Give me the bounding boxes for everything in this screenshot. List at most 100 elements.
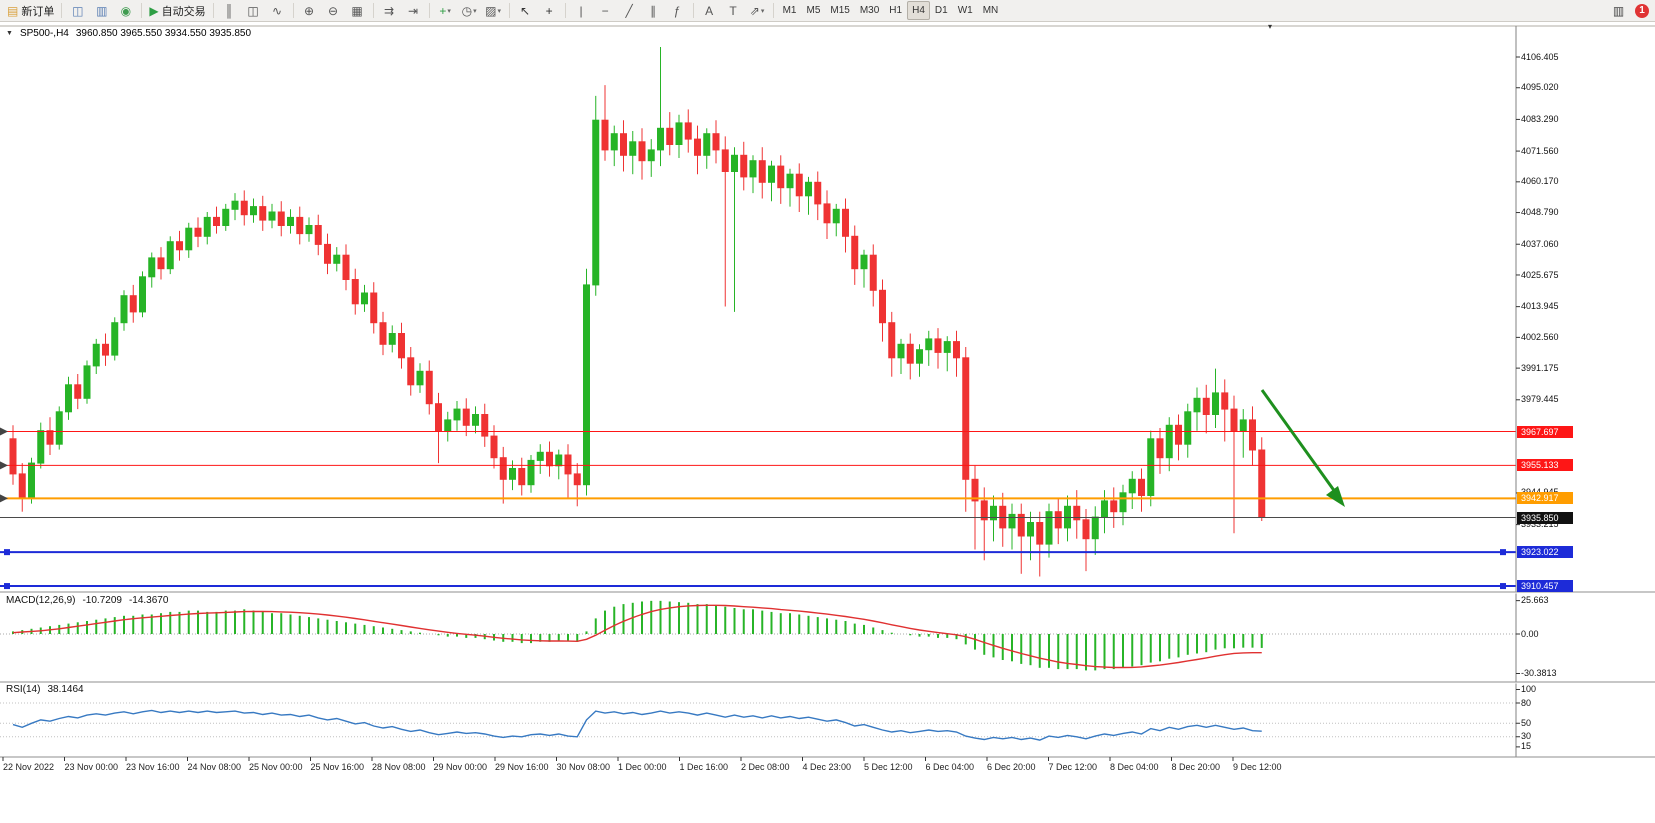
timeframe-m15[interactable]: M15 — [830, 5, 850, 16]
candle — [657, 127, 664, 151]
candle — [333, 254, 341, 264]
line-handle[interactable] — [4, 583, 10, 590]
macd-main-value: -10.7209 — [82, 595, 122, 606]
axis-label: 4071.560 — [1521, 145, 1559, 156]
timeframe-h4[interactable]: H4 — [907, 1, 930, 20]
auto-scroll-icon[interactable]: ⇉ — [378, 1, 401, 21]
dropdown-caret-icon: ▾ — [760, 7, 765, 15]
candle — [1091, 516, 1099, 540]
zoom-in-icon[interactable]: ⊕ — [298, 1, 321, 21]
candle — [592, 119, 600, 286]
candle — [259, 206, 267, 221]
time-label: 23 Nov 00:00 — [64, 762, 119, 772]
candlestick-type-icon[interactable]: ◫ — [242, 1, 265, 21]
rsi-name: RSI(14) — [6, 684, 41, 695]
dropdown-caret-icon: ▾ — [473, 7, 477, 15]
candle — [1017, 513, 1025, 537]
axis-label: 3933.215 — [1521, 519, 1559, 530]
candle — [1193, 397, 1201, 413]
price-badge: 3935.850 — [1517, 511, 1573, 524]
toolbar-separator — [61, 3, 63, 18]
toolbar-separator — [212, 3, 214, 18]
bar-chart-type-icon-glyph: ║ — [224, 3, 234, 18]
timeframe-m1[interactable]: M1 — [782, 5, 797, 16]
sound-icon[interactable]: ◉ — [114, 1, 137, 21]
time-label: 29 Nov 16:00 — [495, 762, 549, 772]
candle — [176, 241, 183, 251]
timeframe-w1[interactable]: W1 — [957, 5, 973, 16]
candle — [971, 478, 979, 502]
candle — [1184, 411, 1192, 445]
crosshair-icon[interactable]: + — [538, 1, 561, 21]
candle — [351, 279, 359, 305]
candle — [499, 457, 507, 480]
candle — [888, 322, 896, 359]
chart-shift-icon[interactable]: ⇥ — [402, 1, 425, 21]
axis-label: 30 — [1521, 731, 1532, 742]
timeframe-d1[interactable]: D1 — [934, 5, 948, 16]
line-handle[interactable] — [1500, 549, 1506, 556]
data-window-icon[interactable]: ▥ — [90, 1, 113, 21]
text-label-icon[interactable]: T — [722, 1, 745, 21]
candle — [620, 133, 627, 156]
horizontal-line-icon-glyph: − — [601, 3, 609, 18]
candle — [102, 343, 109, 356]
bar-chart-type-icon[interactable]: ║ — [218, 1, 241, 21]
candle — [509, 468, 516, 480]
candle — [1045, 511, 1053, 545]
candle — [1230, 408, 1238, 432]
time-label: 8 Dec 20:00 — [1171, 762, 1221, 772]
indicators-button[interactable]: + ▾ — [434, 1, 457, 21]
vertical-line-icon[interactable]: | — [570, 1, 593, 21]
indicators-button-glyph: + — [439, 3, 447, 18]
candle — [1008, 513, 1016, 529]
text-icon[interactable]: A — [698, 1, 721, 21]
zoom-out-icon[interactable]: ⊖ — [322, 1, 345, 21]
timeframe-h1[interactable]: H1 — [889, 5, 903, 16]
auto-trading-button[interactable]: ▶ 自动交易 — [146, 1, 208, 21]
timeframe-m5[interactable]: M5 — [806, 5, 821, 16]
zoom-in-icon-glyph: ⊕ — [304, 3, 315, 18]
fibonacci-icon-glyph: ƒ — [673, 3, 681, 18]
axis-label: -30.3813 — [1521, 668, 1557, 678]
time-label: 6 Dec 20:00 — [987, 762, 1036, 772]
new-order-button[interactable]: ▤ 新订单 — [4, 1, 57, 21]
templates-button[interactable]: ▨ ▾ — [482, 1, 505, 21]
notification-badge[interactable]: 1 — [1635, 3, 1649, 18]
market-depth-icon[interactable]: ◫ — [66, 1, 89, 21]
arrows-icon[interactable]: ⇗ ▾ — [746, 1, 769, 21]
candle — [869, 254, 877, 291]
chart-shift-marker-icon[interactable]: ▾ — [1268, 22, 1273, 31]
timeframe-mn[interactable]: MN — [982, 5, 999, 16]
axis-label: 4060.170 — [1521, 176, 1559, 187]
trend-arrow-head[interactable] — [1326, 486, 1345, 507]
periods-button[interactable]: ◷ ▾ — [458, 1, 481, 21]
trendline-icon[interactable]: ╱ — [618, 1, 641, 21]
axis-label: 4013.945 — [1521, 301, 1559, 312]
time-label: 1 Dec 16:00 — [679, 762, 729, 772]
candle — [361, 292, 368, 305]
timeframe-m30[interactable]: M30 — [859, 5, 880, 16]
chart-symbol-period: SP500-,H4 — [19, 28, 69, 39]
candle — [46, 430, 54, 445]
candle — [203, 216, 211, 237]
horizontal-line-icon[interactable]: − — [594, 1, 617, 21]
line-handle[interactable] — [4, 549, 10, 556]
trend-arrow[interactable] — [1260, 389, 1340, 497]
cursor-icon[interactable]: ↖ — [514, 1, 537, 21]
fibonacci-icon[interactable]: ƒ — [666, 1, 689, 21]
collapse-caret-icon[interactable]: ▼ — [6, 30, 13, 37]
channel-icon[interactable]: ∥ — [642, 1, 665, 21]
line-chart-type-icon[interactable]: ∿ — [266, 1, 289, 21]
candle — [379, 322, 387, 345]
candle — [712, 133, 720, 151]
mini-chart-icon[interactable]: ▥ — [1612, 3, 1625, 18]
channel-icon-glyph: ∥ — [650, 3, 657, 18]
candle — [1221, 392, 1229, 410]
tile-windows-icon[interactable]: ▦ — [346, 1, 369, 21]
line-handle[interactable] — [1500, 583, 1506, 590]
sound-icon-glyph: ◉ — [120, 3, 132, 18]
time-label: 1 Dec 00:00 — [618, 762, 667, 772]
time-label: 25 Nov 00:00 — [249, 762, 303, 772]
